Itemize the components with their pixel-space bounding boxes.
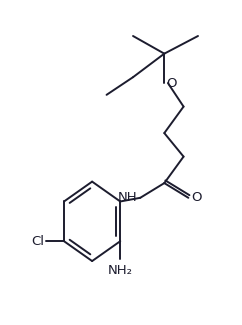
Text: NH: NH [118, 191, 137, 204]
Text: NH₂: NH₂ [108, 264, 133, 277]
Text: O: O [191, 191, 202, 204]
Text: Cl: Cl [32, 235, 45, 248]
Text: O: O [166, 77, 177, 90]
